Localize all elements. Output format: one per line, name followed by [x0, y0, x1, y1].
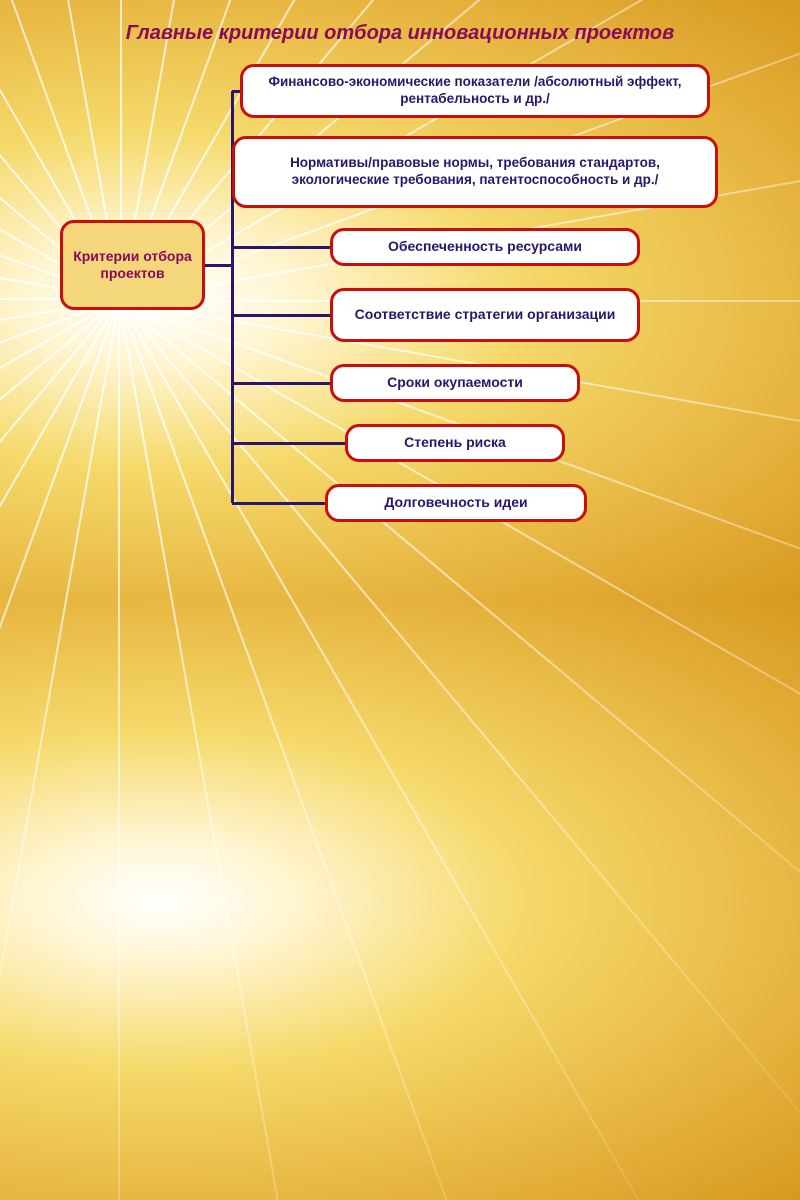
child-node: Нормативы/правовые нормы, требования ста… — [232, 136, 718, 208]
connector — [232, 502, 325, 505]
child-node: Долговечность идеи — [325, 484, 587, 522]
child-node: Финансово-экономические показатели /абсо… — [240, 64, 710, 118]
connector — [232, 314, 330, 317]
child-node: Обеспеченность ресурсами — [330, 228, 640, 266]
root-node: Критерии отбора проектов — [60, 220, 205, 310]
connector — [232, 442, 345, 445]
connector — [232, 382, 330, 385]
connector — [232, 246, 330, 249]
child-node: Степень риска — [345, 424, 565, 462]
diagram-title: Главные критерии отбора инновационных пр… — [0, 0, 800, 55]
connector — [205, 264, 232, 267]
child-node: Сроки окупаемости — [330, 364, 580, 402]
child-node: Соответствие стратегии организации — [330, 288, 640, 342]
